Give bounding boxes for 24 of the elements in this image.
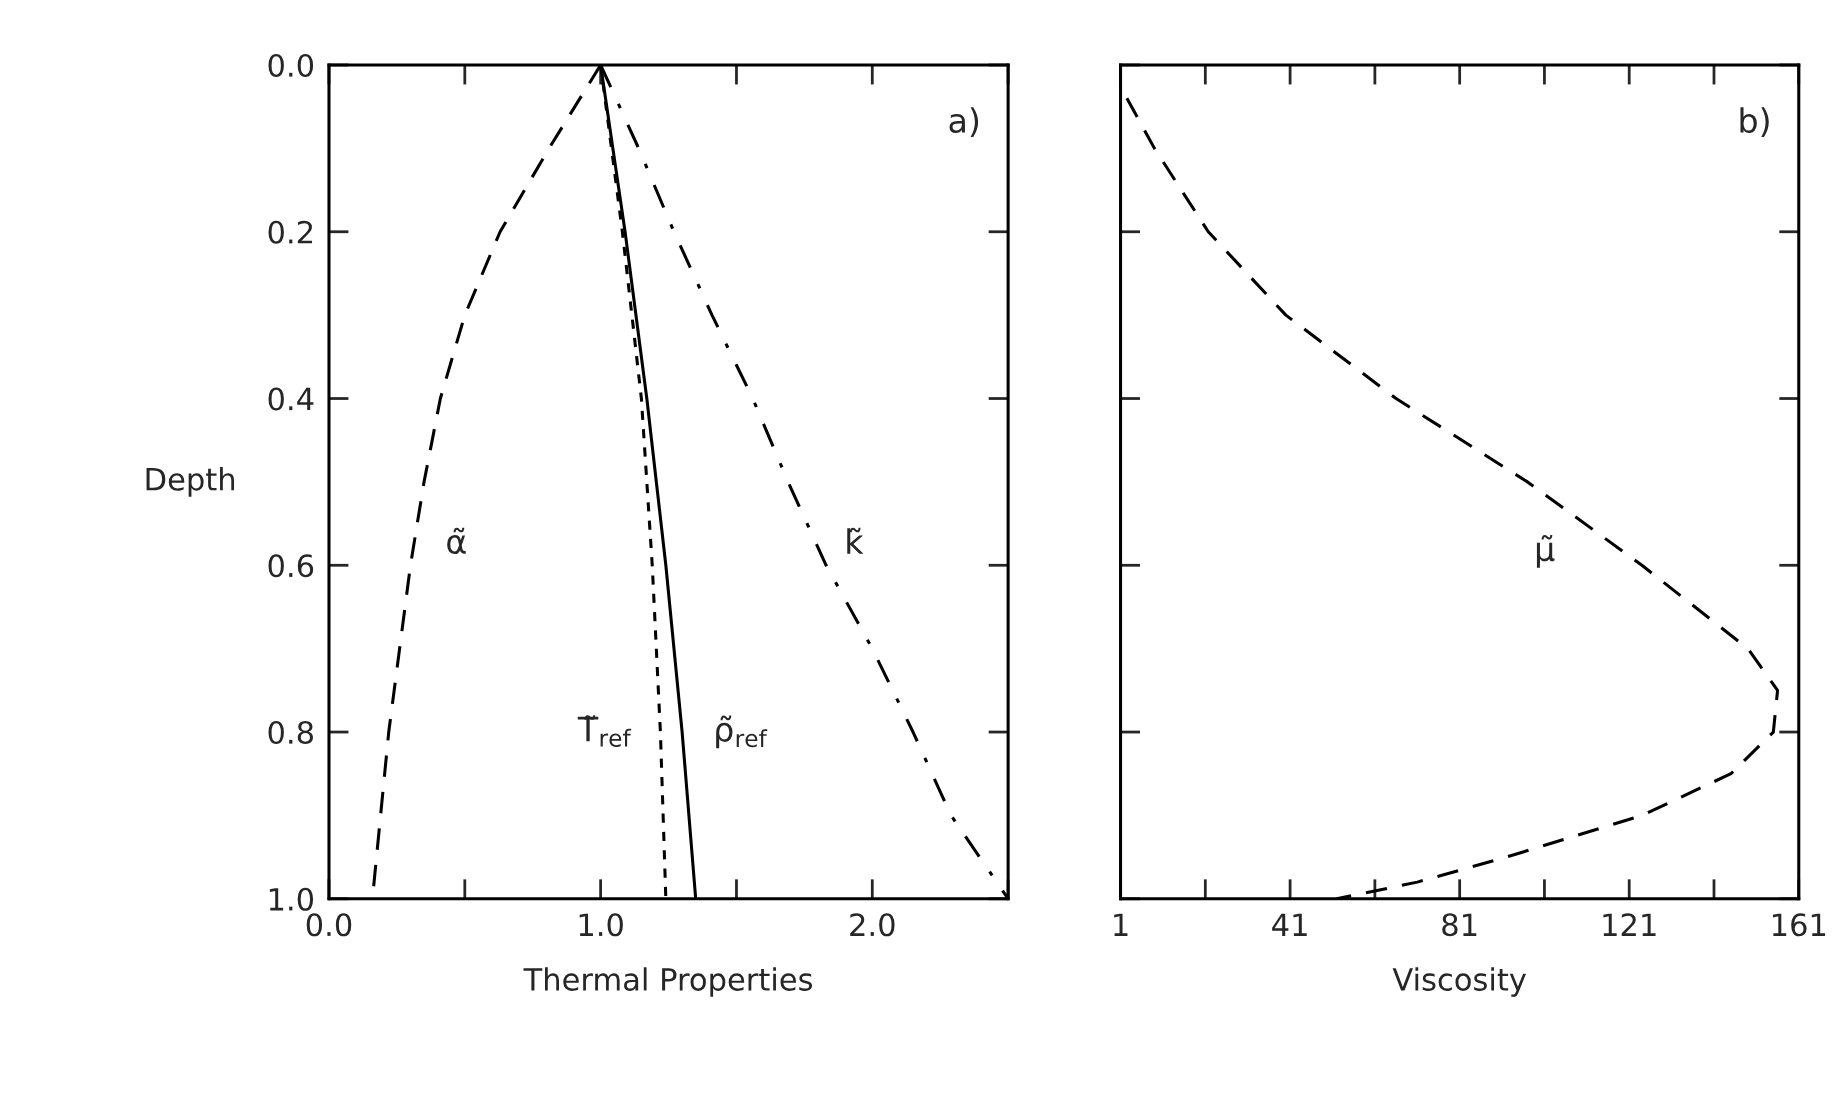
y-axis-title: Depth bbox=[146, 467, 235, 497]
series-label: μ̃ bbox=[1536, 534, 1555, 568]
x-axis-title: Thermal Properties bbox=[523, 967, 813, 997]
annotation: a) bbox=[949, 107, 979, 137]
y-tick-label: 0.2 bbox=[268, 220, 313, 244]
y-tick-label: 0.0 bbox=[268, 53, 314, 78]
y-tick-label: 1.0 bbox=[269, 887, 314, 911]
y-tick-label: 0.4 bbox=[268, 387, 314, 411]
series-label: ρ̃$_{ref}$ bbox=[716, 715, 768, 749]
x-tick-label: 41 bbox=[1272, 913, 1307, 936]
annotation: b) bbox=[1740, 107, 1769, 137]
x-tick-label: 81 bbox=[1442, 913, 1477, 937]
series-label: α̃ bbox=[447, 527, 466, 555]
x-tick-label: 1.0 bbox=[579, 913, 623, 937]
series-label: k̃ bbox=[847, 527, 864, 554]
x-tick-label: 121 bbox=[1603, 913, 1656, 936]
x-tick-label: 161 bbox=[1772, 913, 1826, 937]
x-tick-label: 0.0 bbox=[306, 913, 352, 937]
x-tick-label: 1 bbox=[1114, 913, 1128, 936]
series-label: T̃$_{ref}$ bbox=[577, 715, 632, 747]
x-axis-title: Viscosity bbox=[1392, 967, 1527, 997]
y-tick-label: 0.6 bbox=[268, 554, 314, 578]
y-tick-label: 0.8 bbox=[268, 720, 313, 745]
x-tick-label: 2.0 bbox=[850, 913, 895, 937]
